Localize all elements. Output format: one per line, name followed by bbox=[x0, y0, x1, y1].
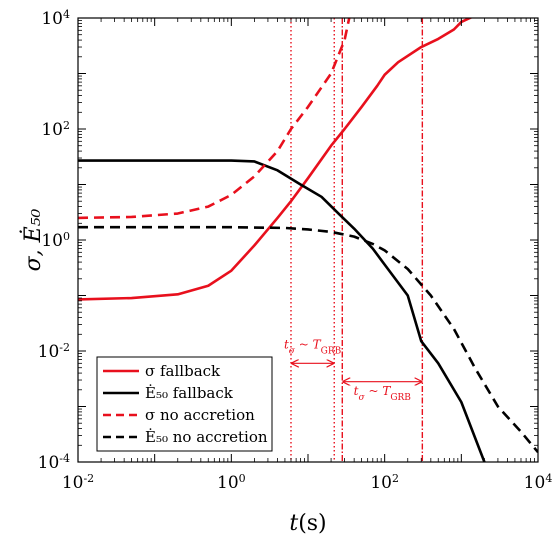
legend-label-4: Ė₅₀ no accretion bbox=[145, 428, 268, 446]
x-tick-label-3: 102 bbox=[370, 472, 399, 494]
x-tick-label-2: 100 bbox=[217, 472, 246, 494]
y-tick-label-2: 10-2 bbox=[38, 341, 70, 363]
legend-label-3: σ no accretion bbox=[145, 406, 255, 424]
series-line-2 bbox=[78, 159, 486, 462]
y-tick-label-5: 104 bbox=[41, 8, 70, 30]
series-layer bbox=[78, 18, 538, 462]
x-tick-label-1: 10-2 bbox=[62, 472, 94, 494]
y-tick-label-1: 10-4 bbox=[38, 452, 70, 474]
legend-label-1: σ fallback bbox=[145, 362, 221, 380]
legend-box bbox=[96, 356, 273, 452]
series-line-3 bbox=[78, 18, 351, 220]
y-tick-label-3: 100 bbox=[41, 230, 70, 252]
reference-lines bbox=[290, 18, 424, 462]
annotation-label-1: tσ ~ TGRB bbox=[284, 338, 342, 357]
y-tick-label-4: 102 bbox=[41, 119, 70, 141]
series-line-4 bbox=[78, 225, 538, 454]
x-axis-title: t(s) bbox=[289, 511, 326, 536]
series-line-1 bbox=[78, 18, 473, 301]
legend: σ fallback Ė₅₀ fallback σ no accretion Ė₅₀ … bbox=[96, 356, 273, 452]
y-axis-title: σ, Ė₅₀ bbox=[19, 208, 46, 271]
annotation-layer: tσ ~ TGRB tσ ~ TGRB bbox=[284, 338, 421, 403]
annotation-label-2: tσ ~ TGRB bbox=[354, 384, 412, 403]
legend-label-2: Ė₅₀ fallback bbox=[145, 384, 234, 402]
x-tick-label-4: 104 bbox=[524, 472, 553, 494]
